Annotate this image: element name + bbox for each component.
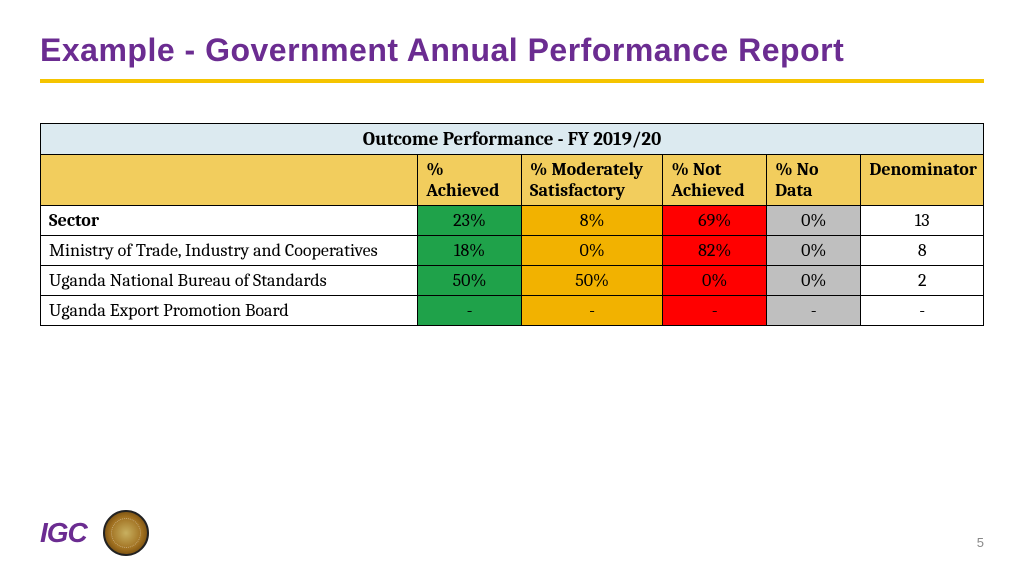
- igc-logo: IGC: [40, 517, 87, 549]
- data-cell: -: [663, 296, 767, 326]
- data-cell: 0%: [663, 266, 767, 296]
- data-cell: 0%: [767, 236, 861, 266]
- data-cell: 69%: [663, 206, 767, 236]
- data-cell: 2: [861, 266, 984, 296]
- row-label: Uganda National Bureau of Standards: [41, 266, 418, 296]
- performance-table: Outcome Performance - FY 2019/20 % Achie…: [40, 123, 984, 326]
- table-body: Sector23%8%69%0%13Ministry of Trade, Ind…: [41, 206, 984, 326]
- data-cell: 0%: [521, 236, 662, 266]
- data-cell: -: [418, 296, 522, 326]
- data-cell: 13: [861, 206, 984, 236]
- data-cell: 50%: [521, 266, 662, 296]
- page-number: 5: [977, 535, 984, 550]
- table-row: Sector23%8%69%0%13: [41, 206, 984, 236]
- data-cell: -: [521, 296, 662, 326]
- row-label: Sector: [41, 206, 418, 236]
- data-cell: 8: [861, 236, 984, 266]
- seal-icon: [103, 510, 149, 556]
- data-cell: 8%: [521, 206, 662, 236]
- col-header: Denominator: [861, 155, 984, 206]
- data-cell: 82%: [663, 236, 767, 266]
- data-cell: 0%: [767, 206, 861, 236]
- col-header: % No Data: [767, 155, 861, 206]
- slide: Example - Government Annual Performance …: [0, 0, 1024, 576]
- data-cell: 50%: [418, 266, 522, 296]
- col-header: [41, 155, 418, 206]
- col-header: % Not Achieved: [663, 155, 767, 206]
- table-row: Ministry of Trade, Industry and Cooperat…: [41, 236, 984, 266]
- title-underline: [40, 79, 984, 83]
- data-cell: -: [767, 296, 861, 326]
- data-cell: 0%: [767, 266, 861, 296]
- data-cell: -: [861, 296, 984, 326]
- col-header: % Achieved: [418, 155, 522, 206]
- data-cell: 23%: [418, 206, 522, 236]
- row-label: Uganda Export Promotion Board: [41, 296, 418, 326]
- table-row: Uganda Export Promotion Board-----: [41, 296, 984, 326]
- footer: IGC: [40, 510, 149, 556]
- table-header-row: % Achieved% Moderately Satisfactory% Not…: [41, 155, 984, 206]
- table-title: Outcome Performance - FY 2019/20: [41, 124, 984, 155]
- table-row: Uganda National Bureau of Standards50%50…: [41, 266, 984, 296]
- row-label: Ministry of Trade, Industry and Cooperat…: [41, 236, 418, 266]
- page-title: Example - Government Annual Performance …: [40, 32, 984, 69]
- col-header: % Moderately Satisfactory: [521, 155, 662, 206]
- data-cell: 18%: [418, 236, 522, 266]
